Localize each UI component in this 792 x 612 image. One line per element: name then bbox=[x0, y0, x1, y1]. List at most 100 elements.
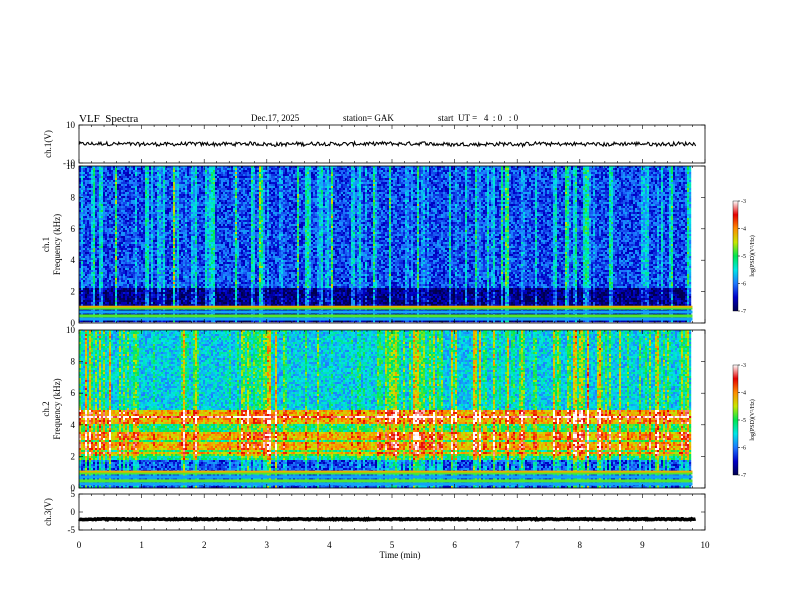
heatmap-cell bbox=[141, 190, 144, 193]
heatmap-cell bbox=[135, 272, 138, 275]
heatmap-cell bbox=[95, 274, 98, 277]
heatmap-cell bbox=[189, 212, 192, 215]
heatmap-cell bbox=[105, 244, 108, 247]
heatmap-cell bbox=[171, 248, 174, 251]
heatmap-cell bbox=[175, 282, 178, 285]
heatmap-cell bbox=[121, 252, 124, 255]
heatmap-cell bbox=[123, 170, 126, 173]
heatmap-cell bbox=[137, 198, 140, 201]
heatmap-cell bbox=[81, 286, 84, 289]
heatmap-cell bbox=[97, 242, 100, 245]
heatmap-cell bbox=[93, 250, 96, 253]
heatmap-cell bbox=[183, 188, 186, 191]
heatmap-cell bbox=[107, 290, 110, 293]
heatmap-cell bbox=[159, 218, 162, 221]
heatmap-cell bbox=[123, 250, 126, 253]
heatmap-cell bbox=[87, 276, 90, 279]
heatmap-cell bbox=[179, 214, 182, 217]
heatmap-cell bbox=[123, 202, 126, 205]
heatmap-cell bbox=[119, 252, 122, 255]
heatmap-cell bbox=[151, 252, 154, 255]
heatmap-cell bbox=[79, 184, 82, 187]
heatmap-cell bbox=[123, 290, 126, 293]
heatmap-cell bbox=[103, 270, 106, 273]
heatmap-cell bbox=[175, 210, 178, 213]
heatmap-cell bbox=[89, 304, 92, 307]
heatmap-cell bbox=[89, 268, 92, 271]
heatmap-cell bbox=[125, 278, 128, 281]
heatmap-cell bbox=[139, 188, 142, 191]
heatmap-cell bbox=[109, 200, 112, 203]
heatmap-cell bbox=[89, 176, 92, 179]
heatmap-cell bbox=[149, 236, 152, 239]
heatmap-cell bbox=[101, 246, 104, 249]
heatmap-cell bbox=[141, 244, 144, 247]
heatmap-cell bbox=[187, 222, 190, 225]
heatmap-cell bbox=[83, 176, 86, 179]
heatmap-cell bbox=[129, 186, 132, 189]
heatmap-cell bbox=[119, 278, 122, 281]
heatmap-cell bbox=[119, 248, 122, 251]
heatmap-cell bbox=[159, 276, 162, 279]
heatmap-cell bbox=[137, 216, 140, 219]
heatmap-cell bbox=[123, 196, 126, 199]
heatmap-cell bbox=[193, 282, 196, 285]
heatmap-cell bbox=[161, 222, 164, 225]
heatmap-cell bbox=[181, 180, 184, 183]
heatmap-cell bbox=[103, 302, 106, 305]
heatmap-cell bbox=[179, 266, 182, 269]
heatmap-cell bbox=[171, 280, 174, 283]
heatmap-cell bbox=[203, 196, 206, 199]
heatmap-cell bbox=[179, 228, 182, 231]
heatmap-cell bbox=[91, 294, 94, 297]
heatmap-cell bbox=[197, 242, 200, 245]
heatmap-cell bbox=[199, 220, 202, 223]
heatmap-cell bbox=[143, 256, 146, 259]
heatmap-cell bbox=[197, 302, 200, 305]
heatmap-cell bbox=[135, 168, 138, 171]
heatmap-cell bbox=[121, 216, 124, 219]
heatmap-cell bbox=[151, 268, 154, 271]
heatmap-cell bbox=[189, 208, 192, 211]
heatmap-cell bbox=[147, 194, 150, 197]
heatmap-cell bbox=[79, 304, 82, 307]
heatmap-cell bbox=[111, 290, 114, 293]
heatmap-cell bbox=[83, 172, 86, 175]
heatmap-cell bbox=[125, 210, 128, 213]
heatmap-cell bbox=[117, 196, 120, 199]
heatmap-cell bbox=[159, 244, 162, 247]
heatmap-cell bbox=[179, 290, 182, 293]
heatmap-cell bbox=[113, 212, 116, 215]
heatmap-cell bbox=[117, 166, 120, 169]
heatmap-cell bbox=[197, 286, 200, 289]
heatmap-cell bbox=[119, 292, 122, 295]
heatmap-cell bbox=[125, 236, 128, 239]
heatmap-cell bbox=[155, 300, 158, 303]
heatmap-cell bbox=[141, 216, 144, 219]
heatmap-cell bbox=[153, 214, 156, 217]
heatmap-cell bbox=[103, 232, 106, 235]
heatmap-cell bbox=[195, 304, 198, 307]
heatmap-cell bbox=[155, 262, 158, 265]
heatmap-cell bbox=[187, 286, 190, 289]
heatmap-cell bbox=[167, 260, 170, 263]
heatmap-cell bbox=[141, 194, 144, 197]
heatmap-cell bbox=[93, 180, 96, 183]
heatmap-cell bbox=[155, 252, 158, 255]
heatmap-cell bbox=[179, 234, 182, 237]
heatmap-cell bbox=[87, 174, 90, 177]
heatmap-cell bbox=[165, 258, 168, 261]
heatmap-cell bbox=[127, 204, 130, 207]
heatmap-cell bbox=[125, 246, 128, 249]
heatmap-cell bbox=[105, 286, 108, 289]
heatmap-cell bbox=[159, 200, 162, 203]
heatmap-cell bbox=[81, 230, 84, 233]
heatmap-cell bbox=[135, 292, 138, 295]
heatmap-cell bbox=[121, 276, 124, 279]
heatmap-cell bbox=[103, 214, 106, 217]
heatmap-cell bbox=[149, 250, 152, 253]
heatmap-cell bbox=[95, 272, 98, 275]
heatmap-cell bbox=[183, 256, 186, 259]
heatmap-cell bbox=[123, 294, 126, 297]
heatmap-cell bbox=[117, 288, 120, 291]
